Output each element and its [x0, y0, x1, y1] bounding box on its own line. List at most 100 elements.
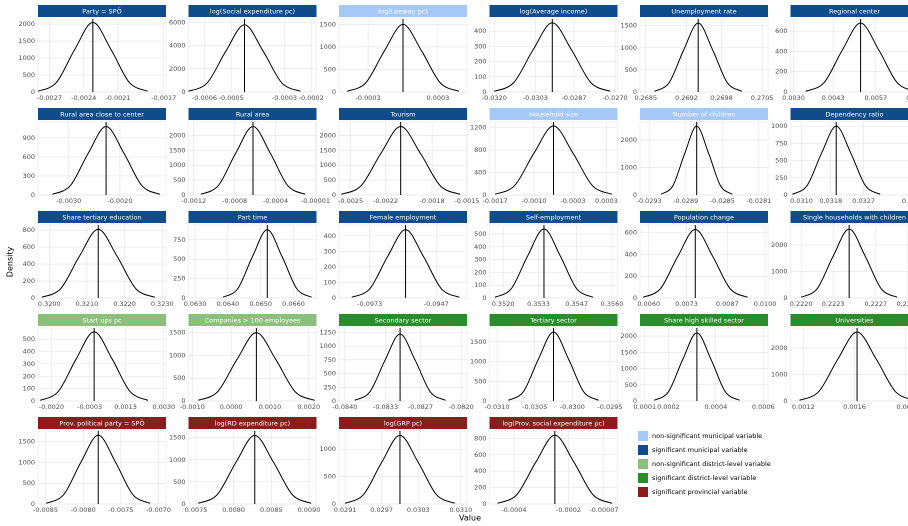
- x-tick-label: -0.0303: [523, 94, 548, 102]
- panel-title: Population change: [674, 214, 734, 222]
- x-tick-label: 0.2220: [790, 300, 813, 308]
- y-tick-label: 500: [474, 230, 486, 238]
- y-tick-label: 100: [474, 73, 486, 81]
- panel-background: [338, 121, 468, 196]
- y-tick-label: 0: [181, 88, 185, 96]
- x-tick-label: 0.3533: [527, 300, 550, 308]
- panel-header: [640, 108, 768, 120]
- y-tick-label: 1000: [319, 445, 336, 453]
- panel-header: [489, 417, 618, 429]
- legend-swatch: [638, 459, 648, 469]
- panel-title: log(Average income): [520, 8, 588, 16]
- panel-title: Rural area close to center: [60, 111, 144, 119]
- panel-background: [639, 18, 769, 93]
- panel-title: Prov. political party = SPÖ: [59, 419, 144, 428]
- panel-background: [489, 224, 618, 299]
- y-tick-label: 0: [783, 294, 787, 302]
- x-tick-label: 0.0310: [790, 197, 813, 205]
- x-tick-label: -0.0320: [482, 94, 507, 102]
- x-tick-label: -0.0003: [560, 197, 585, 205]
- panel-background: [338, 224, 468, 299]
- x-tick-label: 0.0004: [704, 403, 727, 411]
- y-tick-label: 1000: [470, 358, 487, 366]
- x-tick-label: 0.0297: [370, 506, 393, 514]
- y-tick-label: 1500: [169, 329, 186, 337]
- density-curve: [198, 434, 312, 504]
- y-tick-label: 750: [775, 139, 787, 147]
- x-tick-label: -0.0947: [424, 300, 449, 308]
- y-tick-label: 500: [324, 176, 336, 184]
- y-tick-label: 1000: [169, 161, 186, 169]
- x-tick-label: 0.2698: [710, 94, 733, 102]
- panel-header: [38, 108, 166, 120]
- x-tick-label: 0.0087: [716, 300, 739, 308]
- y-tick-label: 100: [324, 278, 336, 286]
- density-curve: [799, 331, 908, 401]
- x-tick-label: -0.0002: [299, 94, 324, 102]
- panel-title: Tourism: [389, 111, 415, 119]
- panel-header: [489, 314, 618, 326]
- panel-header: [38, 314, 166, 326]
- x-tick-label: -0.0020: [39, 403, 64, 411]
- density-curve: [200, 125, 306, 195]
- x-tick-label: -0.0022: [373, 197, 398, 205]
- legend-label: significant municipal variable: [652, 446, 748, 454]
- x-tick-label: -0.0004: [263, 197, 288, 205]
- panel-title: Regional center: [829, 8, 880, 16]
- density-curve: [792, 125, 881, 195]
- panel-background: [790, 327, 908, 402]
- panel-header: [640, 211, 768, 223]
- legend-label: significant provincial variable: [652, 488, 748, 496]
- y-axis-label: Density: [6, 247, 15, 278]
- x-tick-label: -0.0075: [108, 506, 133, 514]
- panel-title: Rural area: [236, 111, 269, 119]
- y-tick-label: 200: [775, 68, 787, 76]
- y-tick-label: 500: [23, 479, 35, 487]
- panel-background: [639, 224, 769, 299]
- y-tick-label: 300: [474, 256, 486, 264]
- panel-header: [188, 108, 317, 120]
- panel-header: [489, 108, 618, 120]
- x-tick-label: 0.3547: [565, 300, 588, 308]
- y-tick-label: 1500: [470, 338, 487, 346]
- x-tick-label: -0.0285: [710, 197, 735, 205]
- y-tick-label: 1000: [771, 122, 788, 130]
- x-tick-label: -0.0017: [151, 94, 176, 102]
- panel-title: Single households with children: [803, 214, 906, 222]
- panel-title: Part time: [238, 214, 268, 222]
- panel-background: [37, 121, 167, 196]
- panel-background: [338, 430, 468, 505]
- y-tick-label: 0: [783, 191, 787, 199]
- x-tick-label: -0.0310: [484, 403, 509, 411]
- y-tick-label: 1000: [319, 342, 336, 350]
- x-tick-label: -0.0287: [561, 94, 586, 102]
- y-tick-label: 200: [474, 58, 486, 66]
- x-tick-label: 0.2685: [634, 94, 657, 102]
- x-tick-label: 0.0043: [822, 94, 845, 102]
- y-tick-label: 1000: [620, 365, 637, 373]
- x-tick-label: 0.0291: [334, 506, 357, 514]
- y-tick-label: 400: [474, 243, 486, 251]
- density-curve: [494, 125, 613, 195]
- x-tick-label: -0.0017: [483, 197, 508, 205]
- density-curve: [40, 331, 149, 401]
- x-tick-label: -0.0027: [37, 94, 62, 102]
- x-tick-label: 0.0002: [657, 403, 680, 411]
- y-tick-label: 0: [181, 500, 185, 508]
- x-tick-label: -0.0305: [522, 403, 547, 411]
- panel-background: [790, 18, 908, 93]
- density-curve: [52, 125, 161, 195]
- y-tick-label: 400: [23, 260, 35, 268]
- x-tick-label: 0.0660: [282, 300, 305, 308]
- x-tick-label: 0.0012: [792, 403, 815, 411]
- y-tick-label: 2000: [169, 131, 186, 139]
- x-tick-label: 0.2227: [864, 300, 887, 308]
- y-tick-label: 0: [783, 88, 787, 96]
- density-curve: [351, 229, 460, 298]
- legend-label: non-significant district-level variable: [652, 460, 771, 468]
- y-tick-label: 0: [633, 191, 637, 199]
- density-curve: [805, 22, 908, 92]
- y-tick-label: 0: [332, 88, 336, 96]
- y-tick-label: 0: [332, 500, 336, 508]
